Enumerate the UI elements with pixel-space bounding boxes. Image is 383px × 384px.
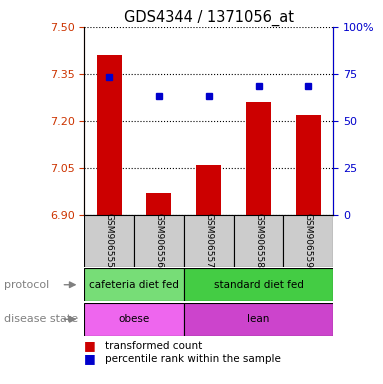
Bar (84, 215, 134, 267)
Text: GSM906556: GSM906556 (154, 214, 164, 268)
Text: cafeteria diet fed: cafeteria diet fed (89, 280, 179, 290)
Text: GSM906558: GSM906558 (254, 214, 263, 268)
Bar (234, 215, 283, 267)
Bar (97, 55, 122, 215)
Text: ■: ■ (84, 353, 96, 366)
Text: protocol: protocol (4, 280, 49, 290)
Bar (296, 115, 321, 215)
Text: disease state: disease state (4, 314, 78, 324)
Bar (184, 303, 333, 336)
Text: standard diet fed: standard diet fed (214, 280, 303, 290)
Text: GSM906557: GSM906557 (204, 214, 213, 268)
Bar (184, 215, 234, 267)
Text: percentile rank within the sample: percentile rank within the sample (105, 354, 281, 364)
Text: obese: obese (118, 314, 150, 324)
Bar (196, 165, 221, 215)
Bar (184, 268, 333, 301)
Title: GDS4344 / 1371056_at: GDS4344 / 1371056_at (124, 9, 294, 25)
Bar (134, 215, 184, 267)
Bar (147, 193, 172, 215)
Text: GSM906555: GSM906555 (105, 214, 114, 268)
Bar (84, 303, 184, 336)
Bar (283, 215, 333, 267)
Text: GSM906559: GSM906559 (304, 214, 313, 268)
Text: lean: lean (247, 314, 270, 324)
Bar (84, 268, 184, 301)
Text: ■: ■ (84, 339, 96, 352)
Bar (246, 102, 271, 215)
Text: transformed count: transformed count (105, 341, 203, 351)
